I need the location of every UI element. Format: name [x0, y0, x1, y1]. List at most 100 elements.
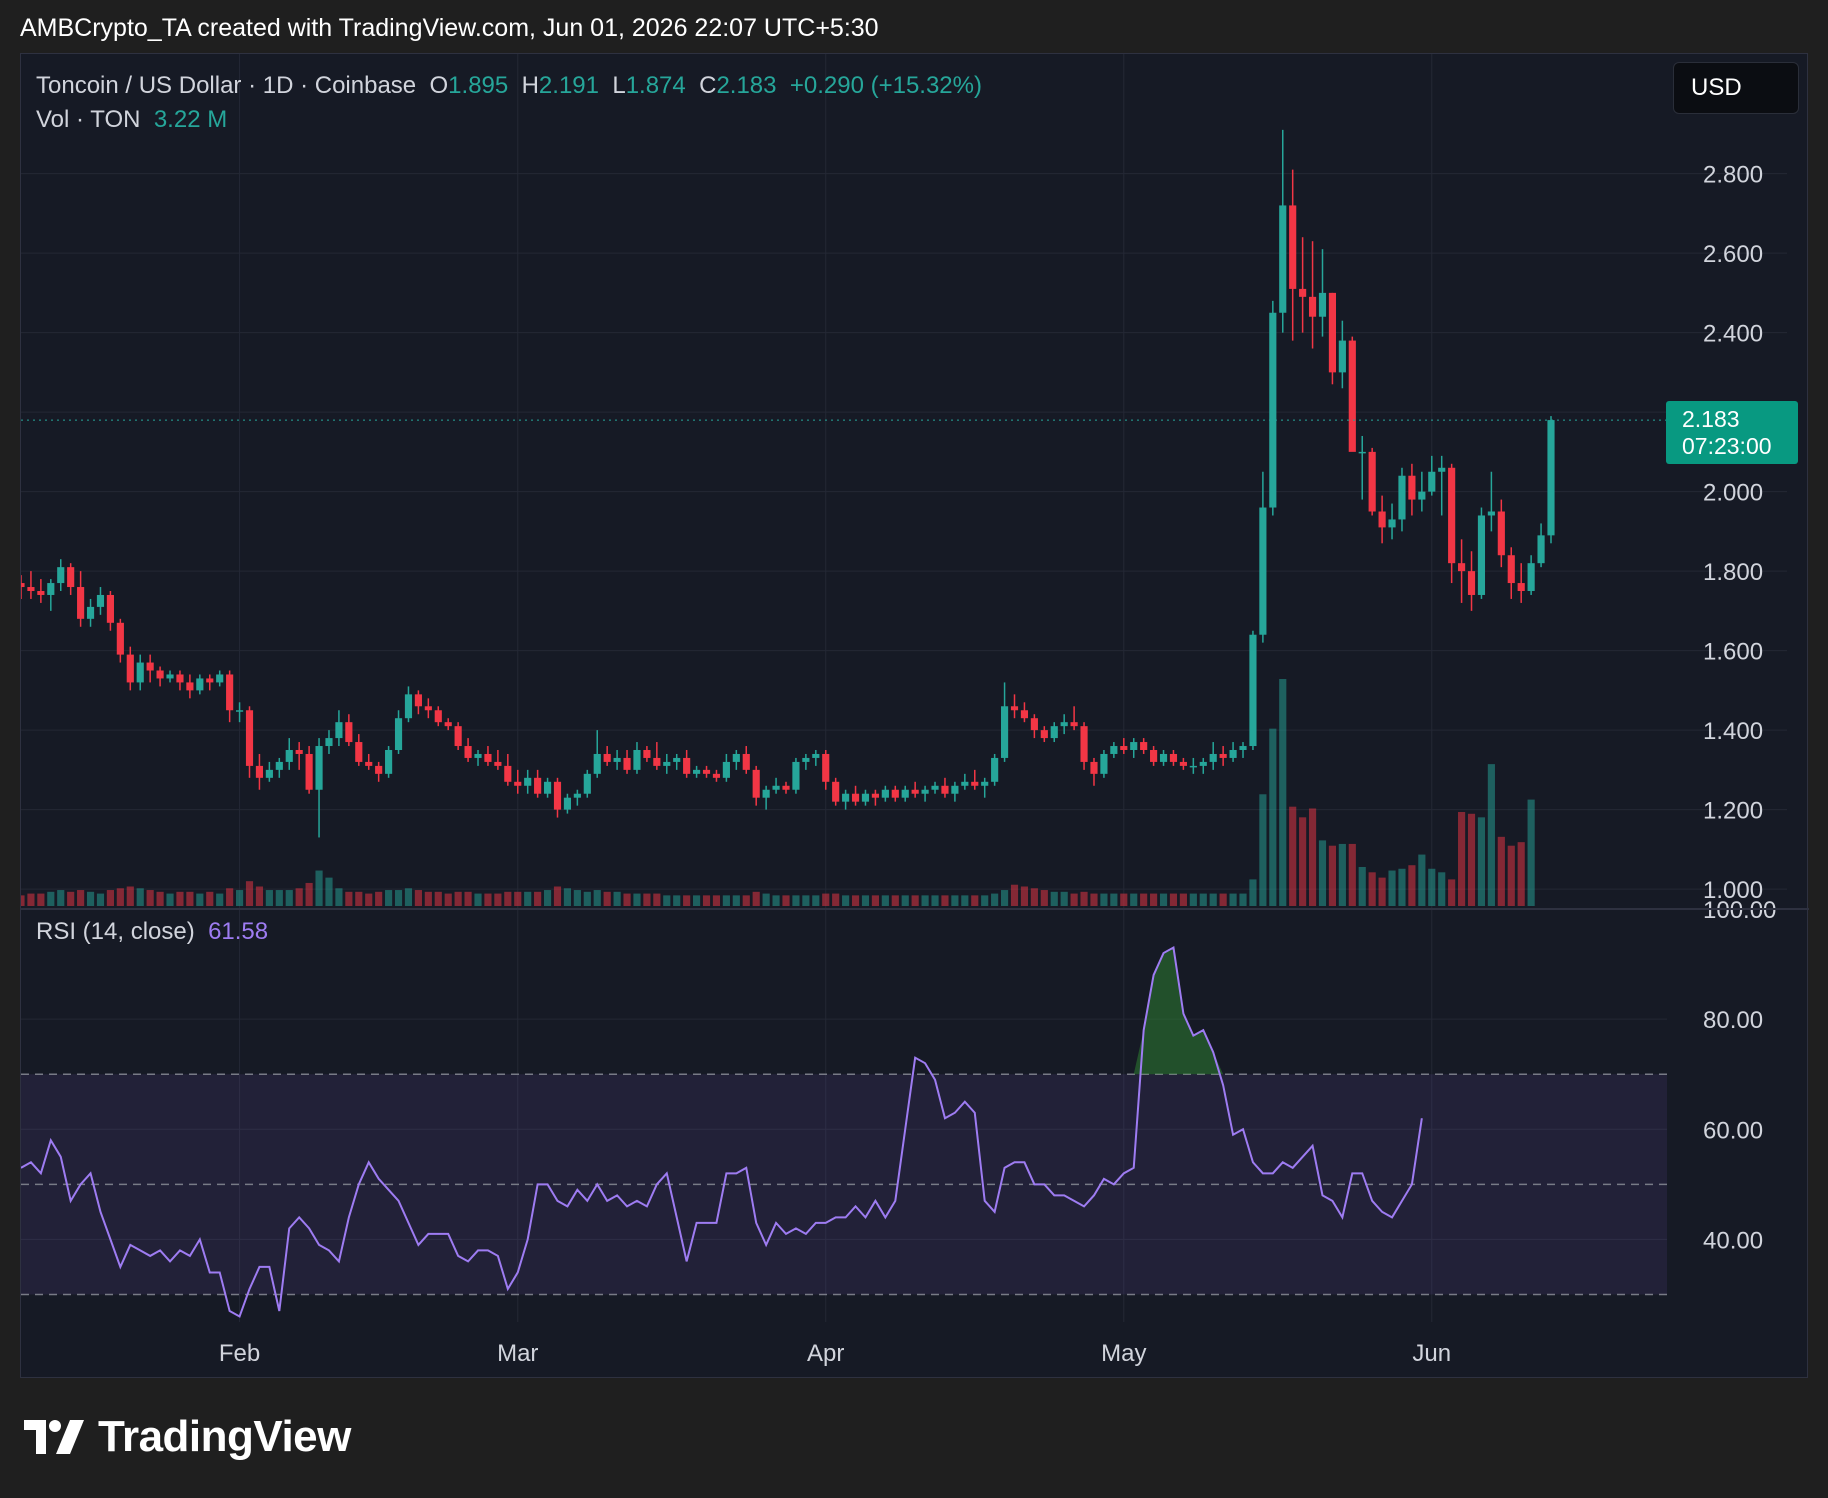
candle-body: [146, 662, 154, 671]
candle-body: [1448, 467, 1456, 564]
volume-bar: [21, 895, 25, 906]
candle-body: [1110, 746, 1118, 754]
volume-bar: [464, 891, 472, 906]
rsi-line: [21, 945, 1423, 1318]
candle-body: [1169, 753, 1178, 762]
candle-body: [1328, 292, 1337, 373]
volume-bar: [1090, 893, 1098, 906]
chart-canvas[interactable]: 2.8002.6002.4002.2002.0001.8001.6001.400…: [21, 54, 1809, 1379]
tradingview-logo[interactable]: TradingView: [24, 1412, 351, 1462]
rsi-value: 61.58: [208, 918, 269, 945]
volume-bar: [653, 893, 661, 906]
close-value: 2.183: [716, 72, 777, 99]
volume-bar: [1100, 893, 1108, 906]
candle-body: [782, 785, 790, 790]
volume-bar: [1517, 842, 1525, 906]
volume-bar: [1120, 893, 1128, 906]
candle-body: [1458, 563, 1466, 572]
volume-bar: [1259, 794, 1267, 906]
candle-body: [702, 769, 711, 774]
volume-bar: [216, 893, 224, 906]
volume-bar: [67, 891, 75, 906]
candle-body: [1507, 555, 1515, 584]
candle-body: [762, 789, 770, 798]
volume-bar: [514, 891, 522, 906]
candle-body: [1090, 761, 1098, 774]
candle-body: [931, 785, 939, 790]
candle-body: [1318, 292, 1327, 317]
volume-bar: [1438, 872, 1446, 906]
candle-body: [275, 761, 283, 770]
candle-body: [186, 682, 194, 691]
volume-bar: [732, 895, 740, 906]
volume-bar: [325, 877, 333, 906]
volume-bar: [206, 891, 214, 906]
candle-body: [1229, 750, 1237, 758]
volume-bar: [871, 895, 879, 906]
volume-bar: [583, 891, 591, 906]
chart-panel[interactable]: 2.8002.6002.4002.2002.0001.8001.6001.400…: [20, 53, 1809, 1379]
volume-bar: [1408, 865, 1416, 906]
volume-bar: [1348, 843, 1356, 906]
candle-body: [1497, 511, 1505, 556]
candle-body: [305, 753, 313, 790]
candle-body: [693, 769, 701, 774]
rsi-legend: RSI (14, close) 61.58: [36, 918, 268, 946]
candle-body: [404, 694, 413, 719]
candle-body: [534, 777, 542, 794]
volume-bar: [842, 895, 850, 906]
candle-body: [504, 765, 512, 782]
candle-body: [832, 781, 840, 802]
volume-bar: [136, 888, 144, 906]
volume-bar: [1189, 893, 1197, 906]
volume-bar: [991, 893, 999, 906]
candle-body: [961, 781, 969, 786]
candle-body: [335, 722, 343, 739]
volume-bar: [1060, 891, 1068, 906]
candle-body: [1199, 761, 1207, 766]
candle-body: [722, 761, 730, 778]
candle-body: [166, 674, 174, 679]
volume-bar: [1269, 728, 1277, 906]
candle-body: [881, 789, 889, 798]
candle-body: [375, 765, 383, 774]
volume-bar: [86, 891, 95, 906]
volume-bar: [1130, 893, 1138, 906]
rsi-band-fill: [21, 1074, 1667, 1295]
volume-bar: [1398, 868, 1406, 906]
volume-bar: [245, 881, 254, 906]
price-axis-label: 1.200: [1703, 798, 1763, 825]
candle-body: [712, 773, 721, 778]
change-value: +0.290 (+15.32%): [789, 72, 982, 99]
time-axis-label: Feb: [219, 1340, 260, 1367]
candle-body: [981, 781, 989, 786]
candle-body: [1487, 511, 1495, 516]
candle-body: [106, 594, 114, 623]
volume-bar: [603, 891, 611, 906]
volume-bar: [1497, 836, 1505, 906]
volume-bar: [693, 895, 701, 906]
candle-body: [1308, 296, 1317, 317]
volume-bar: [951, 895, 959, 906]
rsi-axis-label: 60.00: [1703, 1117, 1763, 1144]
candle-body: [126, 654, 134, 683]
volume-bar: [1030, 888, 1038, 906]
candle-body: [464, 746, 472, 758]
volume-bar: [921, 895, 929, 906]
candle-body: [434, 710, 442, 723]
volume-bar: [832, 893, 840, 906]
volume-bar: [1338, 843, 1346, 906]
candle-body: [871, 793, 879, 798]
volume-bar: [1318, 840, 1327, 906]
volume-bar: [1388, 870, 1396, 906]
volume-bar: [235, 890, 244, 906]
volume-bar: [1159, 893, 1168, 906]
candle-body: [77, 587, 85, 619]
candle-body: [802, 757, 810, 762]
volume-bar: [295, 888, 303, 906]
volume-bar: [782, 895, 790, 906]
candle-body: [57, 567, 65, 584]
currency-button[interactable]: USD: [1673, 62, 1799, 114]
volume-bar: [1378, 877, 1386, 906]
volume-bar: [96, 893, 105, 906]
